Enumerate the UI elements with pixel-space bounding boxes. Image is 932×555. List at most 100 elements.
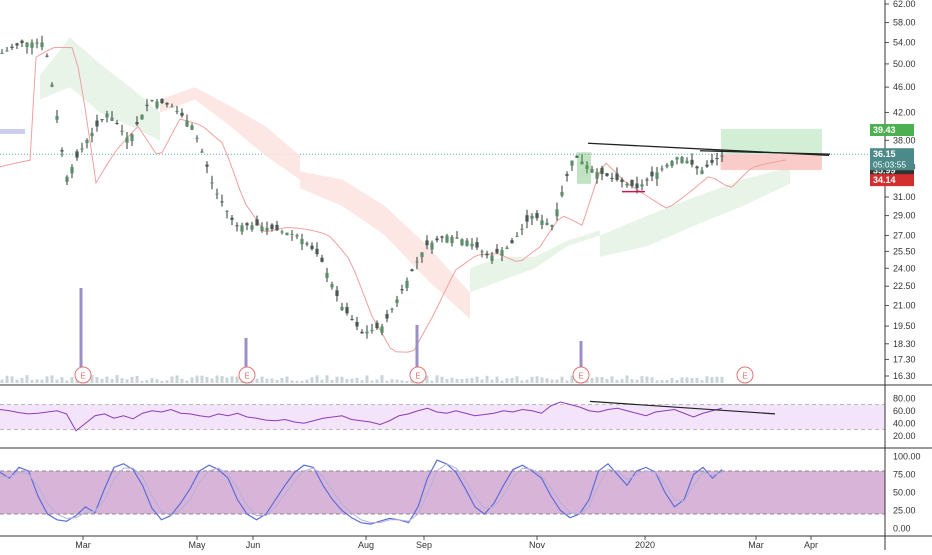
candle-body [690,159,694,165]
y-tick-label: 24.00 [893,263,916,273]
x-tick-label: Aug [358,540,374,550]
volume-bar [650,377,654,383]
candle-body [30,42,34,48]
candle-body [710,159,714,163]
rsi-line [0,401,723,432]
volume-bar [520,380,524,383]
volume-bar [705,376,709,383]
candle-body [150,100,154,102]
volume-bar [315,375,319,383]
candle-body [415,261,419,263]
candle-body [590,169,594,173]
volume-bar [220,376,224,383]
volume-bar [390,379,394,383]
stoch-panel: 100.00 75.00 50.00 25.00 0.00 [0,452,921,533]
candle-body [525,215,529,222]
candle-body [640,184,644,187]
candle-body [185,120,189,127]
candle-body [245,223,249,226]
volume-bar [485,375,489,383]
volume-bar [435,375,439,383]
volume-bar [130,376,134,383]
x-tick-label: Jun [246,540,261,550]
candle-body [340,306,344,311]
volume-bar [455,378,459,383]
volume-spike [244,338,248,383]
candle-body [555,209,559,217]
volume-bar [560,376,564,383]
y-tick-label: 18.30 [893,339,916,349]
candle-body [120,130,124,132]
rsi-tick-label: 20.00 [893,431,916,441]
candle-body [215,193,219,195]
candle-body [550,225,554,227]
candle-body [295,235,299,237]
y-tick-label: 38.00 [893,135,916,145]
countdown-badge [870,159,914,171]
earnings-marker [409,366,427,384]
volume-bar [10,376,14,383]
volume-bar [700,380,704,383]
volume-bar [145,380,149,383]
volume-bar [400,380,404,383]
volume-bar [0,379,4,383]
volume-spike [415,325,419,383]
candle-body [420,252,424,257]
candle-body [485,253,489,256]
cloud-segment [600,167,790,257]
candle-body [100,119,104,121]
volume-bar [340,376,344,383]
candle-body [575,155,579,158]
candle-body [350,319,354,321]
volume-bar [585,380,589,383]
x-tick-label: 2020 [635,540,655,550]
candle-body [465,240,469,246]
candle-body [20,40,24,44]
cloud-segment [40,37,160,141]
volume-bar [260,376,264,383]
volume-bar [615,379,619,383]
volume-bar [590,378,594,383]
candle-body [115,122,119,125]
candle-body [535,213,539,219]
candle-body [50,84,54,87]
volume-bar [715,376,719,383]
volume-bar [95,377,99,383]
volume-bar [680,377,684,383]
kijun-line [0,46,787,353]
volume-bar [505,378,509,383]
volume-bar [515,376,519,383]
volume-bar [180,378,184,383]
volume-bar [465,378,469,383]
ichimoku-kijun [0,46,787,353]
candle-body [635,183,639,189]
volume-bar [310,377,314,383]
candle-body [460,239,464,246]
candle-body [660,168,664,170]
volume-bar [500,380,504,383]
candle-body [405,280,409,288]
candle-body [650,171,654,177]
candle-body [520,228,524,230]
volume-bar [225,377,229,383]
candle-body [345,306,349,314]
volume-bar [55,379,59,383]
candle-body [225,210,229,212]
volume-bar [450,377,454,383]
volume-spike [79,288,83,383]
volume-bar [545,378,549,383]
volume-bar [60,377,64,383]
candle-body [170,106,174,108]
x-tick-label: Apr [804,540,818,550]
candle-body [290,233,294,235]
volume-bar [630,379,634,383]
volume-bar [25,375,29,383]
candle-body [235,225,239,227]
volume-bar [380,375,384,383]
stoch-tick-label: 75.00 [893,470,916,480]
volume-bar [595,376,599,383]
candle-body [60,150,64,152]
volume-bar [410,379,414,383]
candle-body [440,236,444,238]
volume-bar [290,380,294,383]
